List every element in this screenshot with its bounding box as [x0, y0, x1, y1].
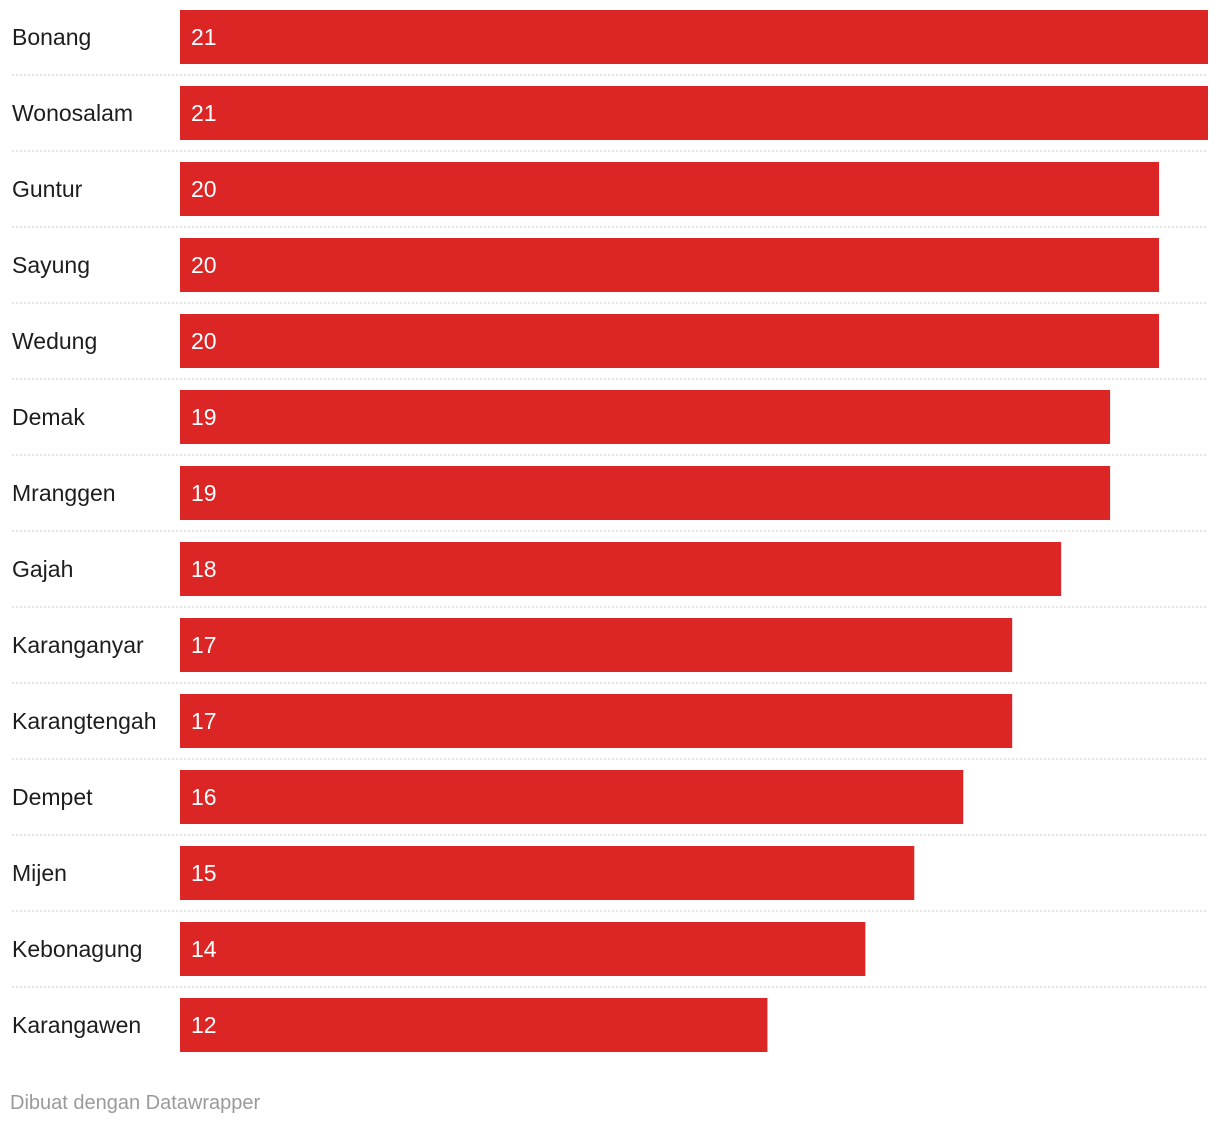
category-label-wonosalam: Wonosalam	[12, 100, 133, 126]
value-label-guntur: 20	[191, 176, 217, 202]
bar-wedung	[180, 314, 1160, 368]
value-label-kebonagung: 14	[191, 936, 217, 962]
value-label-karanganyar: 17	[191, 632, 217, 658]
bar-dempet	[180, 770, 964, 824]
bar-gajah	[180, 542, 1062, 596]
category-label-guntur: Guntur	[12, 176, 83, 202]
bar-mijen	[180, 846, 915, 900]
value-label-bonang: 21	[191, 24, 217, 50]
category-label-mijen: Mijen	[12, 860, 67, 886]
bar-karanganyar	[180, 618, 1013, 672]
category-label-karangawen: Karangawen	[12, 1012, 141, 1038]
bar-demak	[180, 390, 1111, 444]
category-label-wedung: Wedung	[12, 328, 97, 354]
bar-wonosalam	[180, 86, 1208, 140]
bar-karangawen	[180, 998, 768, 1052]
value-label-dempet: 16	[191, 784, 217, 810]
category-label-karanganyar: Karanganyar	[12, 632, 144, 658]
category-label-demak: Demak	[12, 404, 85, 430]
category-label-sayung: Sayung	[12, 252, 90, 278]
value-label-mijen: 15	[191, 860, 217, 886]
bar-karangtengah	[180, 694, 1013, 748]
category-label-bonang: Bonang	[12, 24, 91, 50]
category-label-gajah: Gajah	[12, 556, 73, 582]
credit-text[interactable]: Dibuat dengan Datawrapper	[10, 1092, 261, 1114]
value-label-demak: 19	[191, 404, 217, 430]
bar-mranggen	[180, 466, 1111, 520]
value-label-karangawen: 12	[191, 1012, 217, 1038]
category-label-kebonagung: Kebonagung	[12, 936, 142, 962]
value-label-wonosalam: 21	[191, 100, 217, 126]
category-label-karangtengah: Karangtengah	[12, 708, 157, 734]
bar-sayung	[180, 238, 1160, 292]
bar-guntur	[180, 162, 1160, 216]
value-label-mranggen: 19	[191, 480, 217, 506]
value-label-sayung: 20	[191, 252, 217, 278]
value-label-wedung: 20	[191, 328, 217, 354]
value-label-karangtengah: 17	[191, 708, 217, 734]
category-label-dempet: Dempet	[12, 784, 93, 810]
bar-kebonagung	[180, 922, 866, 976]
bar-bonang	[180, 10, 1208, 64]
category-label-mranggen: Mranggen	[12, 480, 116, 506]
value-label-gajah: 18	[191, 556, 217, 582]
